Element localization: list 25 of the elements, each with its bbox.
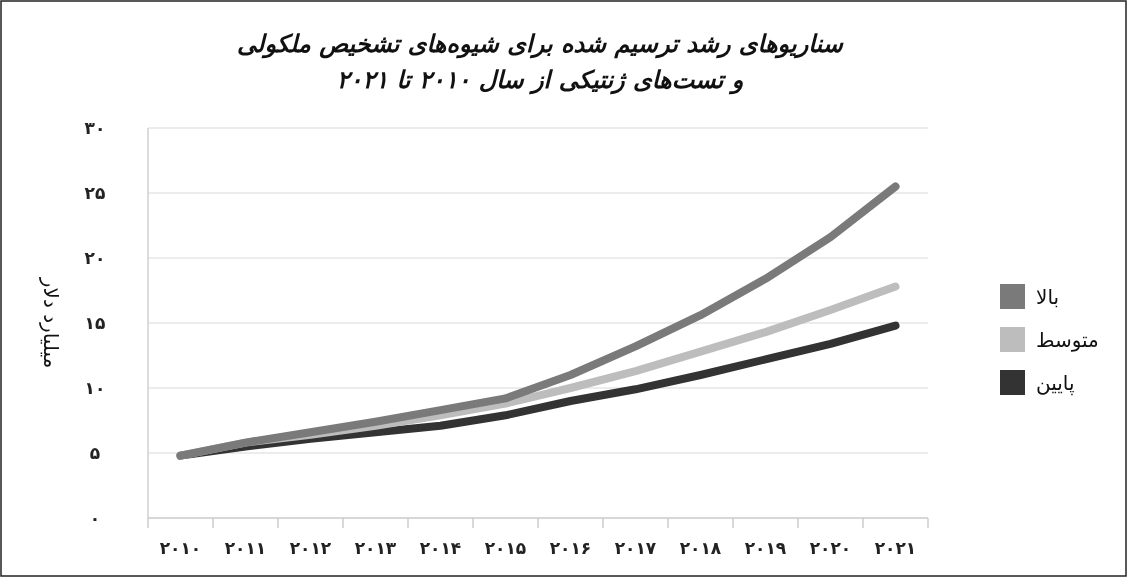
y-tick-label: ۵ [89, 443, 101, 463]
y-tick-label: ۲۵ [84, 183, 106, 203]
x-tick-label: ۲۰۱۷ [614, 538, 657, 558]
legend-label: بالا [1036, 285, 1060, 309]
x-tick-label: ۲۰۱۹ [744, 538, 787, 558]
legend-label: متوسط [1036, 328, 1099, 352]
x-tick-label: ۲۰۲۰ [809, 538, 852, 558]
y-tick-label: ۳۰ [84, 118, 106, 138]
title: و تست‌های ژنتیکی از سال ۲۰۱۰ تا ۲۰۲۱ [336, 66, 744, 94]
x-tick-label: ۲۰۱۶ [549, 538, 592, 558]
y-tick-label: ۱۰ [84, 378, 106, 398]
x-tick-label: ۲۰۱۳ [354, 538, 397, 558]
y-tick-label: ۰ [89, 508, 101, 528]
legend-label: پایین [1036, 371, 1075, 396]
x-tick-label: ۲۰۱۰ [159, 538, 202, 558]
y-tick-label: ۱۵ [84, 313, 106, 333]
x-tick-label: ۲۰۱۸ [679, 538, 722, 558]
title: سناریوهای رشد ترسیم شده برای شیوه‌های تشخیص ملکولی [237, 30, 843, 58]
y-tick-label: ۲۰ [84, 248, 106, 268]
x-tick-label: ۲۰۱۱ [224, 538, 267, 558]
x-tick-label: ۲۰۱۵ [484, 538, 527, 558]
x-tick-label: ۲۰۱۲ [289, 538, 332, 558]
ylabel: میلیارد دلار [39, 277, 63, 369]
x-tick-label: ۲۰۱۴ [419, 538, 462, 558]
x-tick-label: ۲۰۲۱ [874, 538, 917, 558]
